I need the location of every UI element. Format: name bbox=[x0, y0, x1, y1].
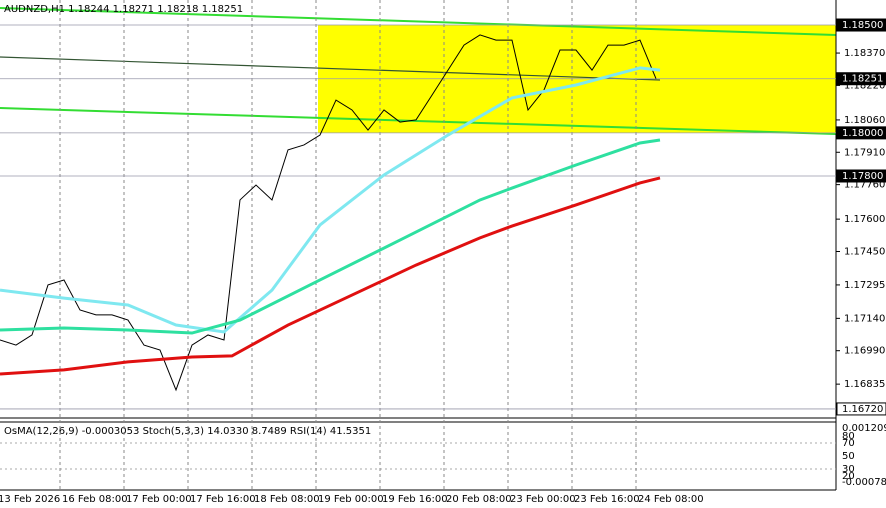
x-tick-label: 24 Feb 08:00 bbox=[638, 494, 704, 505]
level-box bbox=[836, 18, 886, 32]
x-tick-label: 19 Feb 00:00 bbox=[318, 494, 384, 505]
x-tick-label: 23 Feb 00:00 bbox=[510, 494, 576, 505]
y-tick-label: 1.17760 bbox=[844, 180, 885, 191]
x-tick-label: 17 Feb 00:00 bbox=[126, 494, 192, 505]
indicator-axis-label: -0.000787 bbox=[842, 477, 886, 488]
indicator-text: OsMA(12,26,9) -0.0003053 Stoch(5,3,3) 14… bbox=[4, 426, 371, 437]
y-tick-label: 1.17450 bbox=[844, 246, 885, 257]
x-tick-label: 16 Feb 08:00 bbox=[62, 494, 128, 505]
y-tick-label: 1.17295 bbox=[844, 280, 885, 291]
channel-bottom bbox=[0, 107, 837, 135]
level-label: 1.18000 bbox=[842, 128, 883, 139]
series-line bbox=[0, 66, 661, 334]
indicator-axis-label: 50 bbox=[842, 451, 855, 462]
level-box bbox=[836, 126, 886, 140]
indicator-axis-label: 20 bbox=[842, 471, 855, 482]
y-tick-label: 1.18220 bbox=[844, 80, 885, 91]
indicator-axis-label: 70 bbox=[842, 438, 855, 449]
indicator-axis-label: 0.001209 bbox=[842, 423, 886, 434]
level-label: 1.17800 bbox=[842, 171, 883, 182]
indicator-axis-label: 30 bbox=[842, 464, 855, 475]
y-tick-label: 1.17600 bbox=[844, 214, 885, 225]
series-line bbox=[0, 34, 657, 392]
x-tick-label: 19 Feb 16:00 bbox=[382, 494, 448, 505]
y-tick-label: 1.16835 bbox=[844, 379, 885, 390]
y-tick-label: 1.18370 bbox=[844, 48, 885, 59]
series-line bbox=[0, 176, 661, 376]
x-tick-label: 18 Feb 08:00 bbox=[254, 494, 320, 505]
level-box bbox=[836, 402, 886, 416]
series-line bbox=[0, 138, 661, 335]
y-tick-label: 1.17140 bbox=[844, 313, 885, 324]
indicator-axis-label: 80 bbox=[842, 431, 855, 442]
x-tick-label: 17 Feb 16:00 bbox=[190, 494, 256, 505]
y-tick-label: 1.17910 bbox=[844, 147, 885, 158]
y-tick-label: 1.16990 bbox=[844, 346, 885, 357]
channel-top bbox=[0, 7, 837, 36]
x-tick-label: 20 Feb 08:00 bbox=[446, 494, 512, 505]
y-tick-label: 1.18060 bbox=[844, 115, 885, 126]
level-label: 1.18251 bbox=[842, 74, 883, 85]
level-box bbox=[836, 72, 886, 86]
level-label: 1.18500 bbox=[842, 20, 883, 31]
x-tick-label: 23 Feb 16:00 bbox=[574, 494, 640, 505]
chart-title: AUDNZD,H1 1.18244 1.18271 1.18218 1.1825… bbox=[4, 4, 243, 15]
x-tick-label: 13 Feb 2026 bbox=[0, 494, 60, 505]
level-box bbox=[836, 169, 886, 183]
level-label: 1.16720 bbox=[842, 404, 883, 415]
